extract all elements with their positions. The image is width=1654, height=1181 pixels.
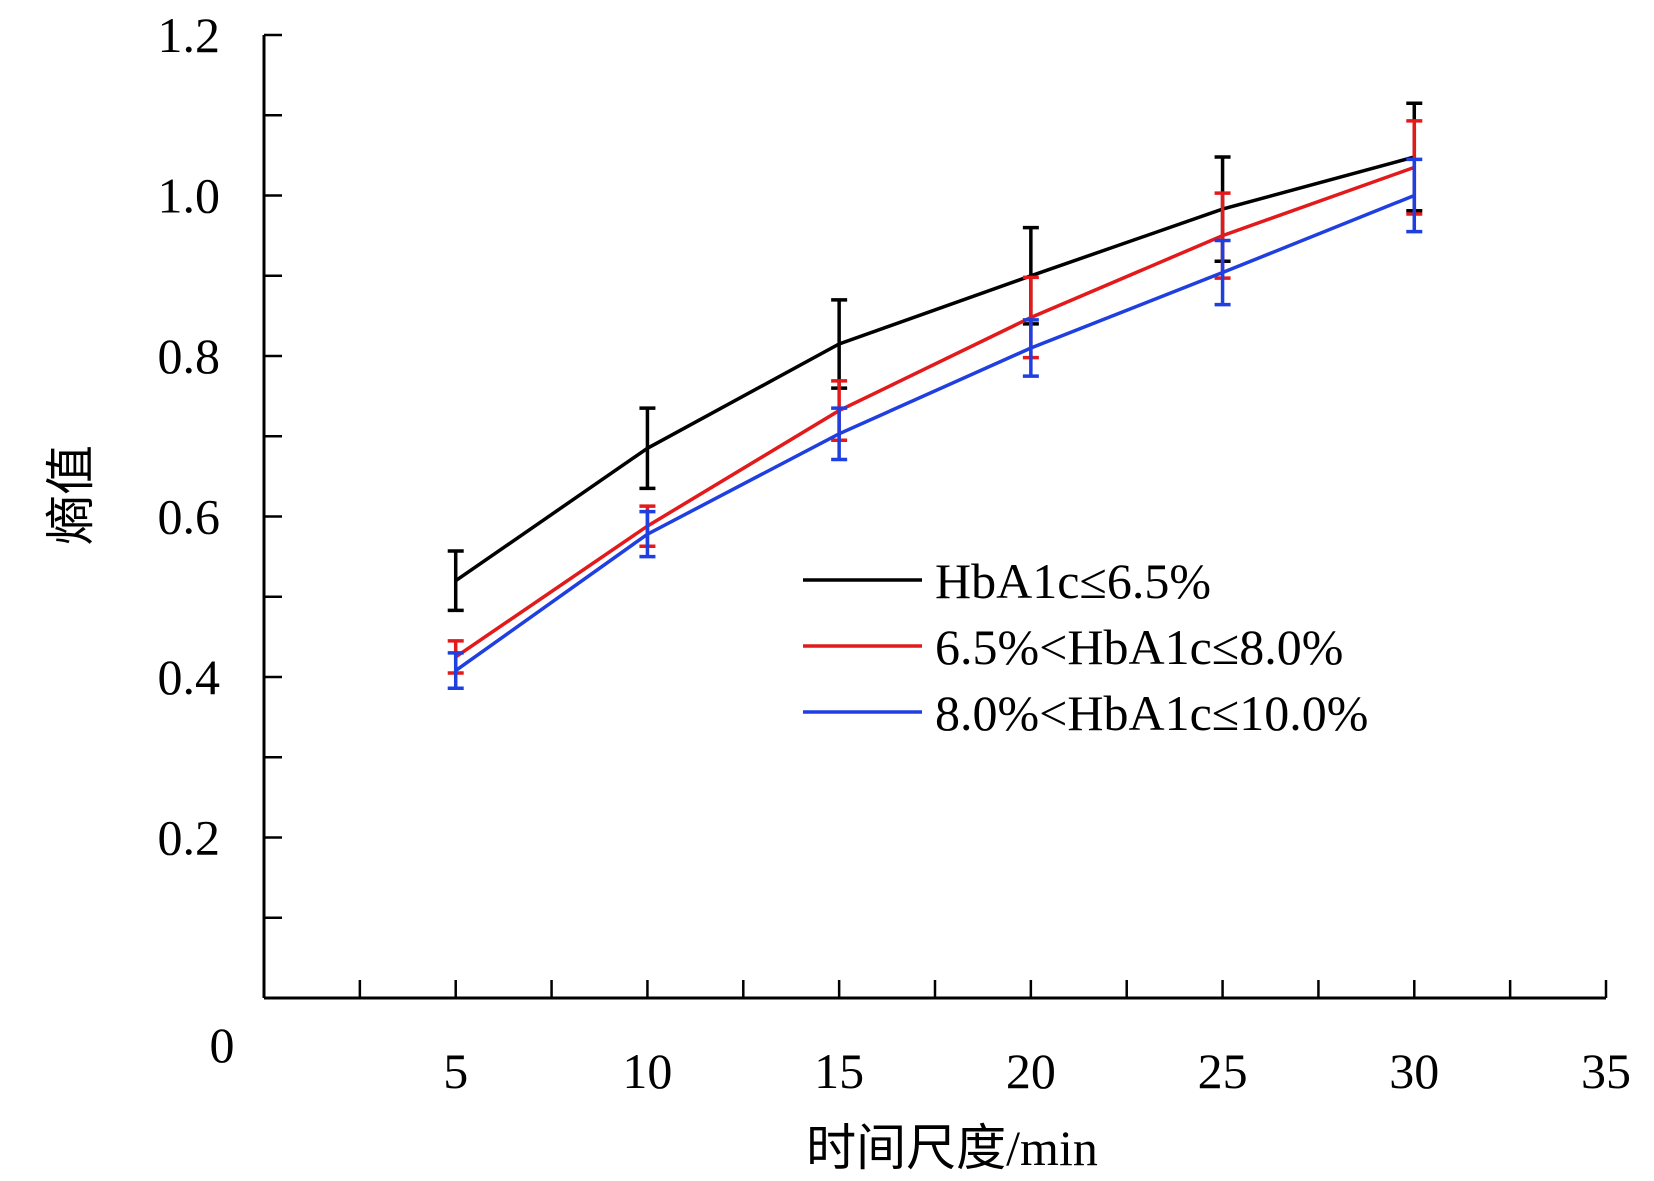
series-line bbox=[454, 155, 1415, 583]
y-tick-label: 0.8 bbox=[158, 328, 221, 384]
series-3 bbox=[447, 157, 1423, 690]
error-bar bbox=[639, 509, 656, 559]
error-bar bbox=[1214, 238, 1231, 307]
legend-label: 8.0%<HbA1c≤10.0% bbox=[935, 685, 1368, 741]
series-1 bbox=[447, 101, 1423, 613]
x-tick-label: 5 bbox=[443, 1043, 468, 1099]
origin-label: 0 bbox=[210, 1017, 235, 1073]
y-tick-label: 0.6 bbox=[158, 489, 221, 545]
error-bar bbox=[1022, 318, 1039, 378]
y-tick-label: 1.2 bbox=[158, 7, 221, 63]
legend-label: HbA1c≤6.5% bbox=[935, 553, 1211, 609]
x-tick-label: 30 bbox=[1389, 1043, 1439, 1099]
y-tick-label: 0.4 bbox=[158, 649, 221, 705]
y-tick-label: 1.0 bbox=[158, 168, 221, 224]
error-bar bbox=[447, 651, 464, 690]
x-tick-label: 20 bbox=[1006, 1043, 1056, 1099]
x-tick-label: 35 bbox=[1581, 1043, 1631, 1099]
error-bar bbox=[1406, 157, 1423, 234]
series-line bbox=[454, 193, 1415, 673]
legend-item: HbA1c≤6.5% bbox=[803, 553, 1211, 609]
error-bar bbox=[639, 406, 656, 491]
legend: HbA1c≤6.5% 6.5%<HbA1c≤8.0% 8.0%<HbA1c≤10.0… bbox=[803, 553, 1368, 741]
legend-label: 6.5%<HbA1c≤8.0% bbox=[935, 619, 1343, 675]
error-bar bbox=[831, 406, 848, 462]
axes: 0.2 0.4 0.6 0.8 1.0 1.2 0 5 10 15 20 25 30 35 bbox=[158, 7, 1632, 1099]
series-layer bbox=[447, 101, 1423, 690]
error-bar bbox=[447, 549, 464, 613]
x-tick-label: 10 bbox=[622, 1043, 672, 1099]
series-line bbox=[454, 165, 1415, 659]
legend-item: 8.0%<HbA1c≤10.0% bbox=[803, 685, 1368, 741]
x-axis-title: 时间尺度/min bbox=[806, 1120, 1098, 1176]
legend-item: 6.5%<HbA1c≤8.0% bbox=[803, 619, 1343, 675]
x-tick-label: 15 bbox=[814, 1043, 864, 1099]
y-axis-title: 熵值 bbox=[42, 445, 100, 545]
y-tick-label: 0.2 bbox=[158, 810, 221, 866]
x-tick-label: 25 bbox=[1198, 1043, 1248, 1099]
error-bar bbox=[831, 298, 848, 390]
